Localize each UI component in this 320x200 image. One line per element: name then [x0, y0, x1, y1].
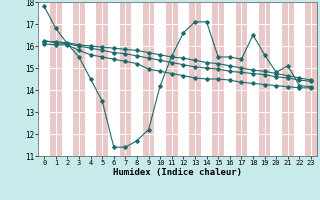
Bar [96, 2, 108, 156]
Bar [224, 2, 236, 156]
Bar [247, 2, 259, 156]
Bar [236, 2, 247, 156]
Bar [270, 2, 282, 156]
Bar [73, 2, 85, 156]
Bar [38, 2, 50, 156]
Bar [201, 2, 212, 156]
Bar [120, 2, 131, 156]
Bar [108, 2, 120, 156]
Bar [178, 2, 189, 156]
Bar [259, 2, 270, 156]
Bar [131, 2, 143, 156]
Bar [62, 2, 73, 156]
Bar [294, 2, 305, 156]
X-axis label: Humidex (Indice chaleur): Humidex (Indice chaleur) [113, 168, 242, 177]
Bar [212, 2, 224, 156]
Bar [50, 2, 61, 156]
Bar [282, 2, 294, 156]
Bar [305, 2, 317, 156]
Bar [155, 2, 166, 156]
Bar [189, 2, 201, 156]
Bar [143, 2, 155, 156]
Bar [85, 2, 96, 156]
Bar [166, 2, 178, 156]
